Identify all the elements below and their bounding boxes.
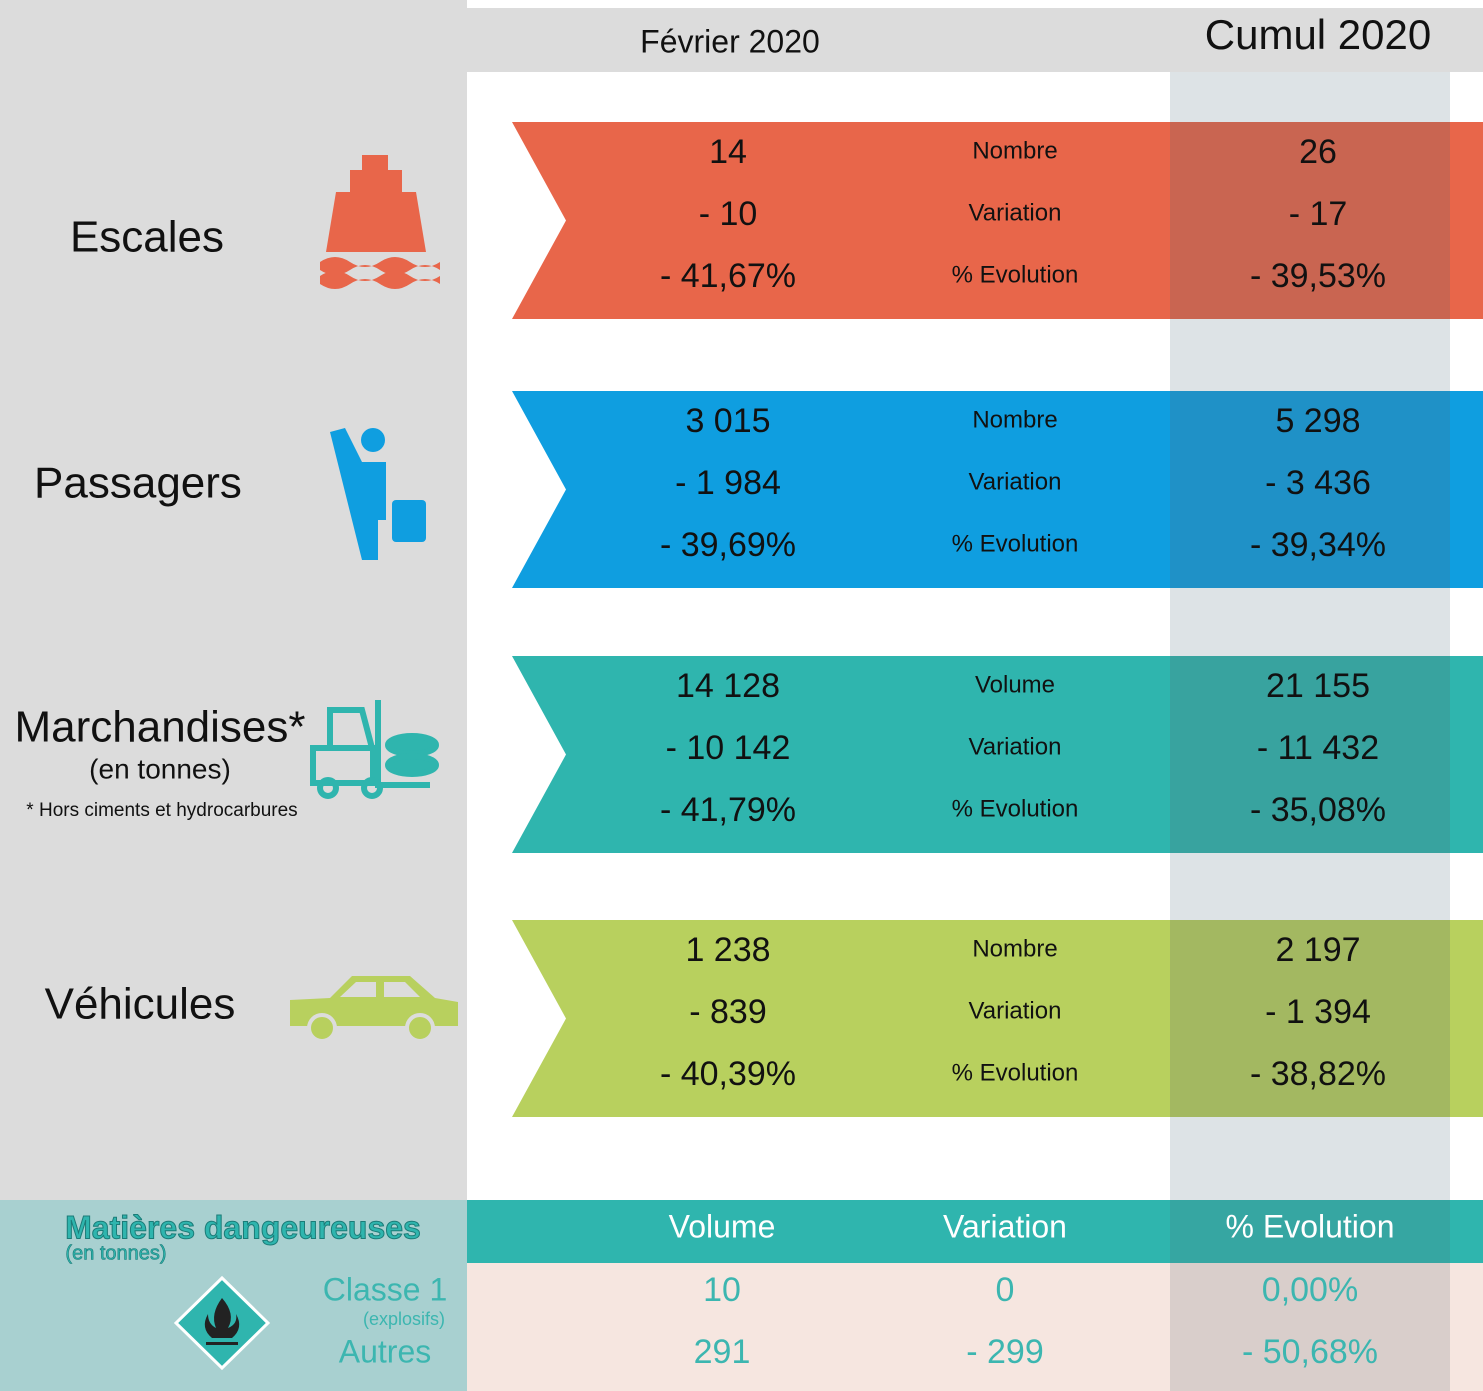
cumul-value: - 1 394 xyxy=(1265,993,1371,1031)
section-band xyxy=(512,122,1483,319)
section-label: Passagers xyxy=(34,459,242,508)
month-value: - 839 xyxy=(689,993,767,1031)
month-value: - 41,79% xyxy=(660,791,796,829)
header-band xyxy=(467,8,1483,72)
metric-name: Variation xyxy=(969,997,1062,1024)
cumul-value: 5 298 xyxy=(1275,402,1360,440)
section-band xyxy=(512,391,1483,588)
hazard-icon xyxy=(173,1275,271,1371)
section-band xyxy=(512,656,1483,853)
dangerous-value: 10 xyxy=(703,1271,741,1309)
month-header: Février 2020 xyxy=(640,23,820,59)
metric-name: % Evolution xyxy=(952,795,1079,822)
car-icon xyxy=(290,976,458,1043)
row-label: Autres xyxy=(339,1333,431,1369)
dangerous-value: 0,00% xyxy=(1262,1271,1358,1309)
dangerous-value: 291 xyxy=(694,1333,751,1371)
cumul-value: - 3 436 xyxy=(1265,464,1371,502)
cumul-value: 21 155 xyxy=(1266,667,1370,705)
cumul-value: - 35,08% xyxy=(1250,791,1386,829)
forklift-icon xyxy=(310,700,439,799)
cumul-value: 2 197 xyxy=(1275,931,1360,969)
cumul-header: Cumul 2020 xyxy=(1205,11,1431,58)
cumul-value: 26 xyxy=(1299,133,1337,171)
column-header: Variation xyxy=(943,1208,1067,1244)
cumul-value: - 38,82% xyxy=(1250,1055,1386,1093)
dangerous-value: - 50,68% xyxy=(1242,1333,1378,1371)
dangerous-rows xyxy=(467,1263,1483,1391)
metric-name: % Evolution xyxy=(952,530,1079,557)
dangerous-value: 0 xyxy=(996,1271,1015,1309)
month-value: - 41,67% xyxy=(660,257,796,295)
cumul-overlay xyxy=(1170,391,1450,588)
cumul-overlay xyxy=(1170,920,1450,1117)
dangerous-title: Matières dangeureuses xyxy=(65,1209,421,1245)
row-sublabel: (explosifs) xyxy=(363,1309,445,1329)
month-value: 14 128 xyxy=(676,667,780,705)
section-note: * Hors ciments et hydrocarbures xyxy=(26,800,297,821)
month-value: - 39,69% xyxy=(660,526,796,564)
metric-name: Nombre xyxy=(972,935,1057,962)
dangerous-value: - 299 xyxy=(966,1333,1044,1371)
row-label: Classe 1 xyxy=(323,1271,448,1307)
metric-name: Variation xyxy=(969,199,1062,226)
month-value: - 40,39% xyxy=(660,1055,796,1093)
cumul-value: - 39,34% xyxy=(1250,526,1386,564)
metric-name: Variation xyxy=(969,468,1062,495)
month-value: - 1 984 xyxy=(675,464,781,502)
passenger-icon xyxy=(330,428,426,560)
section-label: Marchandises* xyxy=(14,703,305,752)
section-band xyxy=(512,920,1483,1117)
metric-name: Variation xyxy=(969,733,1062,760)
metric-name: Nombre xyxy=(972,406,1057,433)
metric-name: Volume xyxy=(975,671,1055,698)
month-value: - 10 xyxy=(699,195,758,233)
cumul-overlay xyxy=(1170,656,1450,853)
section-sublabel: (en tonnes) xyxy=(89,753,231,784)
ship-icon xyxy=(320,155,440,289)
cumul-value: - 11 432 xyxy=(1257,729,1379,767)
month-value: 14 xyxy=(709,133,747,171)
metric-name: % Evolution xyxy=(952,261,1079,288)
metric-name: % Evolution xyxy=(952,1059,1079,1086)
column-header: % Evolution xyxy=(1226,1208,1395,1244)
month-value: 1 238 xyxy=(685,931,770,969)
dangerous-subtitle: (en tonnes) xyxy=(65,1242,166,1264)
cumul-overlay xyxy=(1170,122,1450,319)
dangerous-header xyxy=(467,1200,1483,1263)
section-label: Véhicules xyxy=(45,980,236,1029)
month-value: - 10 142 xyxy=(666,729,791,767)
cumul-value: - 17 xyxy=(1289,195,1348,233)
metric-name: Nombre xyxy=(972,137,1057,164)
cumul-value: - 39,53% xyxy=(1250,257,1386,295)
section-label: Escales xyxy=(70,213,224,262)
cumul-overlay xyxy=(1170,1200,1450,1391)
column-header: Volume xyxy=(669,1208,776,1244)
month-value: 3 015 xyxy=(685,402,770,440)
